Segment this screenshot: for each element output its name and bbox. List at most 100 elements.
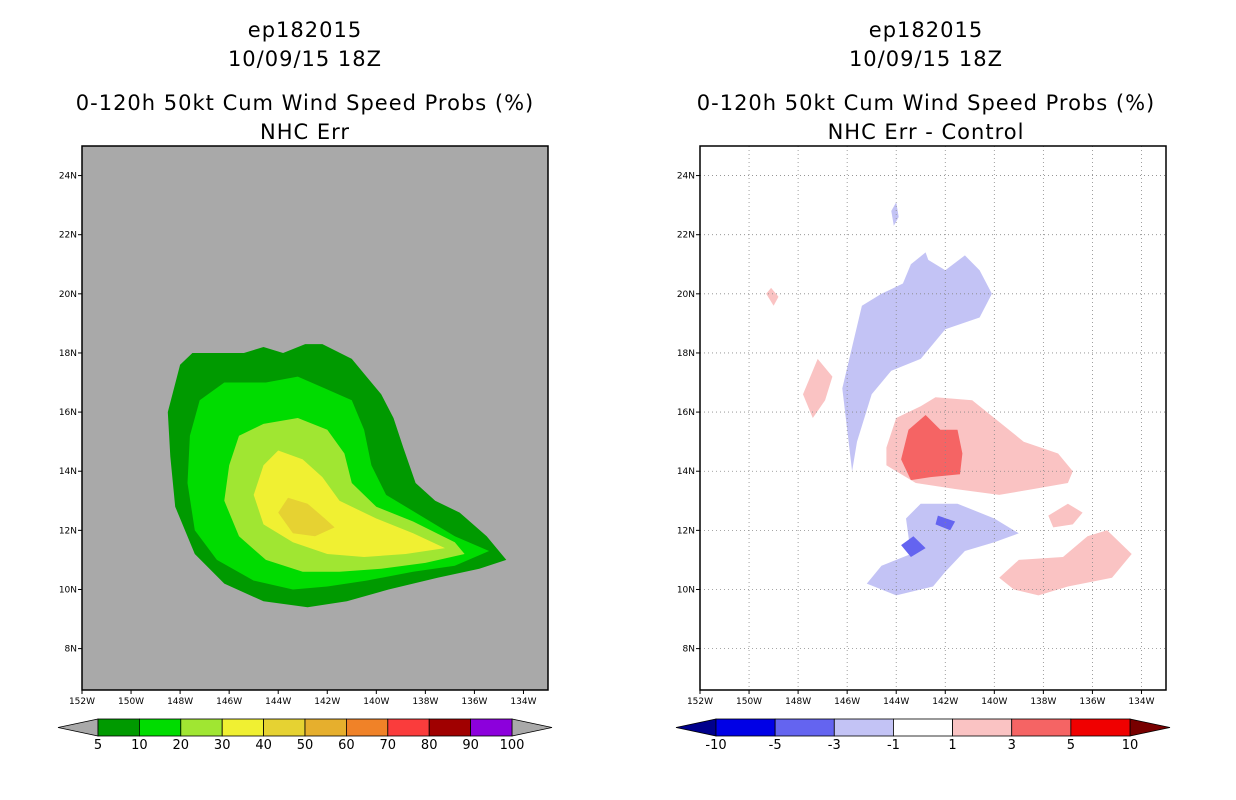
colorbar-label: -1 — [887, 738, 900, 753]
colorbar-segment — [387, 718, 430, 737]
left-title-line-3: 0-120h 50kt Cum Wind Speed Probs (%) — [75, 91, 535, 115]
x-tick-label: 136W — [1079, 697, 1105, 707]
colorbar-segment — [97, 718, 140, 737]
colorbar-segment — [263, 718, 306, 737]
colorbar-label: 20 — [173, 738, 190, 753]
colorbar-label: 5 — [1067, 738, 1075, 753]
y-tick-label: 22N — [677, 231, 695, 241]
contour-5-region-7 — [901, 415, 963, 481]
contour--5-region-4 — [901, 536, 926, 557]
y-tick-label: 12N — [677, 526, 695, 536]
y-tick-label: 10N — [59, 585, 77, 595]
colorbar-label: 10 — [131, 738, 148, 753]
x-tick-label: 134W — [1128, 697, 1154, 707]
contour-layer — [167, 344, 507, 608]
colorbar-segment — [345, 718, 389, 737]
right-title-line-4: NHC Err - Control — [827, 120, 1025, 144]
x-tick-label: 142W — [314, 697, 340, 707]
contour--3-region-0 — [842, 255, 992, 472]
y-tick-label: 16N — [59, 408, 77, 418]
colorbar-label: 1 — [948, 738, 956, 753]
colorbar-label: 70 — [380, 738, 397, 753]
x-tick-label: 148W — [785, 697, 811, 707]
contour-3-region-10 — [1048, 503, 1083, 528]
x-tick-label: 134W — [510, 697, 536, 707]
x-tick-label: 140W — [981, 697, 1007, 707]
y-tick-label: 16N — [677, 408, 695, 418]
colorbar-extend-low — [57, 718, 99, 737]
left-title-line-4: NHC Err — [259, 120, 350, 144]
right-title-line-2: 10/09/15 18Z — [848, 47, 1004, 71]
x-tick-label: 138W — [412, 697, 438, 707]
colorbar-segment — [138, 718, 182, 737]
x-tick-label: 144W — [883, 697, 909, 707]
x-tick-label: 140W — [363, 697, 389, 707]
grid-lines — [700, 146, 1166, 690]
colorbar-label: -10 — [705, 738, 726, 753]
colorbar-segment — [715, 718, 776, 737]
y-tick-label: 20N — [59, 290, 77, 300]
contour--3-region-1 — [901, 252, 933, 288]
left-title-line-2: 10/09/15 18Z — [227, 47, 383, 71]
colorbar-label: -5 — [769, 738, 782, 753]
plot-frame — [81, 145, 549, 691]
colorbar-extend-low — [675, 718, 717, 737]
colorbar-segment — [180, 718, 223, 737]
x-tick-label: 144W — [265, 697, 291, 707]
contour-3-region-11 — [766, 287, 779, 306]
y-tick-label: 18N — [677, 349, 695, 359]
x-tick-label: 150W — [118, 697, 144, 707]
y-tick-label: 8N — [65, 645, 77, 655]
colorbar: 5 10 20 30 40 50 60 70 80 90 100 — [57, 718, 553, 753]
x-tick-label: 138W — [1030, 697, 1056, 707]
colorbar-segment — [304, 718, 347, 737]
colorbar-segment — [833, 718, 894, 737]
contour-40-region-4 — [278, 497, 335, 537]
right-title: ep182015 10/09/15 18Z 0-120h 50kt Cum Wi… — [680, 16, 1172, 147]
x-tick-label: 150W — [736, 697, 762, 707]
x-tick-label: 152W — [69, 697, 95, 707]
colorbar-label: 80 — [421, 738, 438, 753]
left-plot: 152W 150W 148W 146W 144W 142W 140W 138W 136W 134W… — [57, 145, 553, 753]
colorbar-label: 100 — [500, 738, 525, 753]
contour-3-region-9 — [999, 530, 1132, 596]
colorbar-segment — [428, 718, 472, 737]
colorbar-segment — [774, 718, 835, 737]
contour--3-region-2 — [891, 202, 899, 226]
right-plot: 152W 150W 148W 146W 144W 142W 140W 138W 136W 134W… — [675, 145, 1171, 753]
left-title-line-1: ep182015 — [247, 18, 363, 42]
colorbar-segment — [1070, 718, 1131, 737]
x-tick-label: 136W — [461, 697, 487, 707]
colorbar-segment — [1011, 718, 1072, 737]
y-tick-label: 14N — [59, 467, 77, 477]
colorbar-label: -3 — [828, 738, 841, 753]
colorbar-label: 10 — [1122, 738, 1139, 753]
colorbar-label: 90 — [462, 738, 479, 753]
colorbar-label: 40 — [255, 738, 272, 753]
y-tick-label: 10N — [677, 585, 695, 595]
y-tick-label: 8N — [683, 645, 695, 655]
colorbar-segment — [952, 718, 1013, 737]
x-tick-label: 148W — [167, 697, 193, 707]
x-tick-label: 152W — [687, 697, 713, 707]
plot-frame — [699, 145, 1167, 691]
y-tick-label: 24N — [677, 172, 695, 182]
contour--3-region-3 — [866, 503, 1019, 596]
colorbar-label: 5 — [94, 738, 102, 753]
y-tick-label: 12N — [59, 526, 77, 536]
colorbar-label: 3 — [1008, 738, 1016, 753]
colorbar-extend-high — [511, 718, 553, 737]
x-tick-label: 142W — [932, 697, 958, 707]
colorbar-segment — [893, 718, 953, 737]
right-title-line-1: ep182015 — [868, 18, 984, 42]
colorbar-label: 50 — [297, 738, 314, 753]
colorbar-segment — [221, 718, 264, 737]
colorbar-segment — [470, 718, 513, 737]
y-tick-label: 14N — [677, 467, 695, 477]
contour-3-region-8 — [798, 358, 833, 418]
right-title-line-3: 0-120h 50kt Cum Wind Speed Probs (%) — [696, 91, 1156, 115]
x-tick-label: 146W — [216, 697, 242, 707]
colorbar-extend-high — [1129, 718, 1171, 737]
colorbar: -10 -5 -3 -1 1 3 5 10 — [675, 718, 1171, 753]
y-tick-label: 20N — [677, 290, 695, 300]
